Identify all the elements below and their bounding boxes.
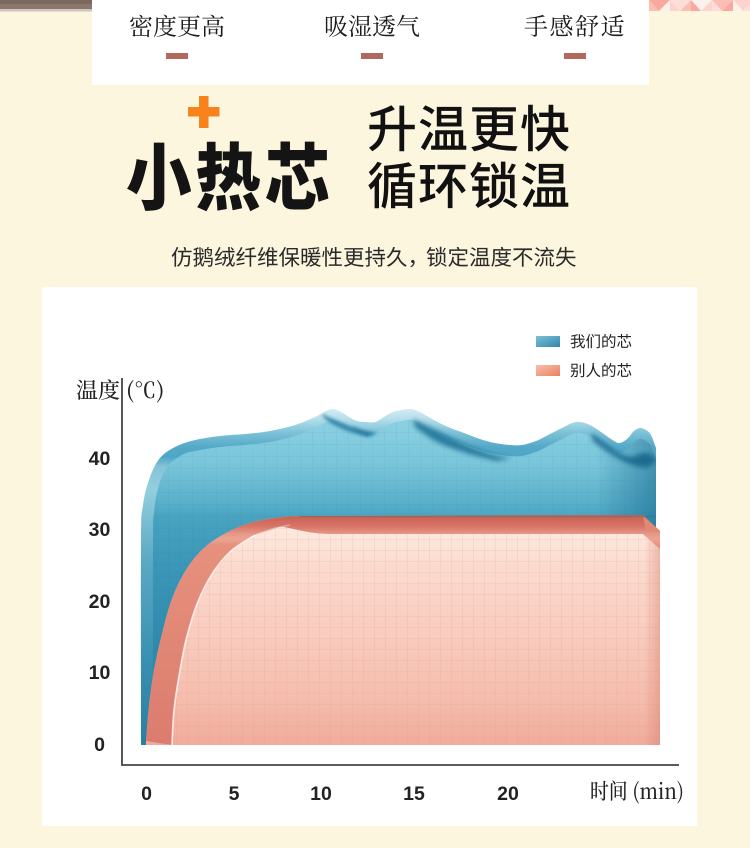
svg-text:10: 10 — [89, 662, 111, 684]
svg-text:15: 15 — [403, 783, 425, 805]
svg-text:20: 20 — [497, 783, 519, 805]
svg-text:20: 20 — [89, 591, 111, 613]
svg-text:40: 40 — [89, 448, 111, 470]
svg-text:30: 30 — [89, 519, 111, 541]
svg-text:0: 0 — [94, 734, 105, 756]
svg-text:5: 5 — [229, 783, 240, 805]
svg-text:10: 10 — [310, 783, 332, 805]
svg-text:0: 0 — [141, 783, 152, 805]
